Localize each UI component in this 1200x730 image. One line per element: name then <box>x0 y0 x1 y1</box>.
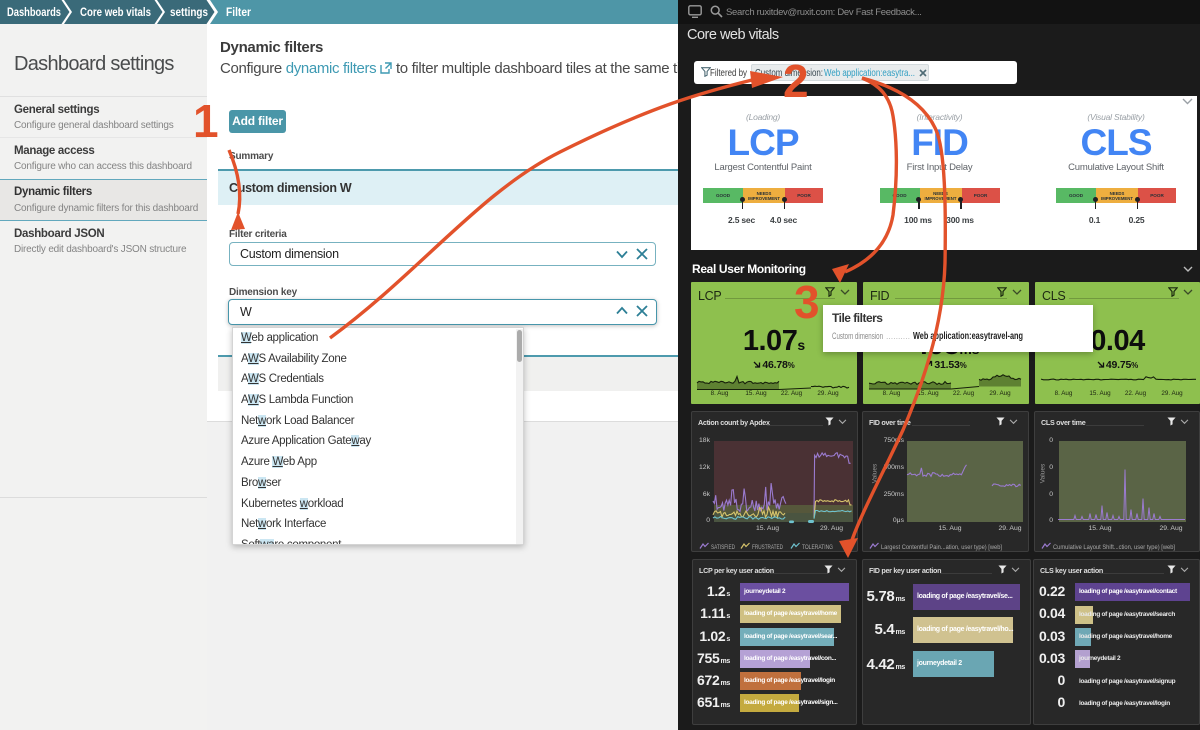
svg-text:..........: .......... <box>886 331 910 341</box>
svg-text:Web application:easytra...: Web application:easytra... <box>824 67 915 79</box>
svg-text:Custom dimension: Custom dimension <box>832 331 883 342</box>
svg-text:Core web vitals: Core web vitals <box>80 5 151 19</box>
svg-text:Web application:easytravel-ang: Web application:easytravel-ang <box>913 331 1023 342</box>
svg-text:3: 3 <box>794 276 820 328</box>
svg-text:FRUSTRATED: FRUSTRATED <box>752 544 783 551</box>
svg-text:Dashboards: Dashboards <box>7 5 61 19</box>
svg-text:Cumulative Layout Shift...ctio: Cumulative Layout Shift...ction, user ty… <box>1053 544 1175 551</box>
svg-text:Filter: Filter <box>226 5 251 19</box>
svg-text:1: 1 <box>193 95 219 147</box>
svg-text:TOLERATING: TOLERATING <box>802 544 833 551</box>
svg-text:Largest Contentful Pain...atio: Largest Contentful Pain...ation, user ty… <box>881 544 1002 551</box>
svg-text:2: 2 <box>783 55 809 107</box>
svg-text:SATISFIED: SATISFIED <box>711 544 735 551</box>
svg-text:settings: settings <box>170 5 208 19</box>
svg-text:Filtered by: Filtered by <box>710 67 748 79</box>
